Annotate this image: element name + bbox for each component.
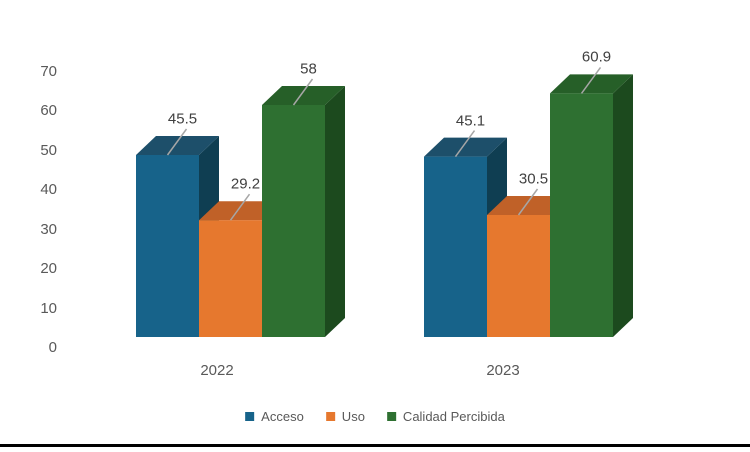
bar-acceso-2023-top-face[interactable] (424, 137, 507, 157)
data-label-acceso-2023: 45.1 (455, 112, 486, 130)
legend-swatch-icon (386, 412, 396, 421)
bar-acceso-2022-front-face[interactable] (136, 155, 199, 337)
legend-swatch-icon (325, 412, 335, 421)
bar-calidad-percibida-2023-front-face[interactable] (550, 93, 613, 338)
y-axis-tick-label: 20 (40, 260, 57, 278)
x-axis-category-label: 2023 (486, 362, 520, 379)
leader-line (454, 130, 476, 158)
legend-label: Calidad Percibida (402, 409, 505, 424)
data-label-uso-2022: 29.2 (230, 175, 261, 193)
data-label-acceso-2022: 45.5 (167, 110, 198, 128)
legend-label: Uso (341, 409, 365, 424)
bar-calidad-percibida-2022-side-face[interactable] (325, 86, 345, 337)
y-axis-tick-label: 60 (40, 102, 57, 120)
bar-calidad-percibida-2023-top-face[interactable] (550, 74, 633, 94)
legend: Acceso Uso Calidad Percibida (245, 409, 505, 424)
bar-calidad-percibida-2022-top-face[interactable] (262, 86, 345, 105)
bar-uso-2022-front-face[interactable] (199, 220, 262, 337)
legend-swatch-icon (245, 412, 255, 421)
leader-line (580, 66, 602, 94)
bar-acceso-2023-front-face[interactable] (424, 156, 487, 337)
y-axis-tick-label: 0 (48, 339, 57, 356)
leader-line (229, 193, 251, 221)
bar-calidad-percibida-2023[interactable] (550, 74, 633, 338)
leader-line (166, 128, 188, 156)
data-label-uso-2023: 30.5 (518, 170, 549, 188)
y-axis-tick-label: 50 (40, 141, 57, 159)
y-axis-tick-label: 10 (40, 299, 57, 317)
leader-line (517, 188, 539, 216)
bar-calidad-percibida-2022-front-face[interactable] (262, 105, 325, 337)
data-label-calidad-percibida-2023: 60.9 (581, 48, 612, 66)
data-label-calidad-percibida-2022: 58 (300, 60, 317, 78)
leader-line (292, 78, 314, 106)
legend-item-calidad-percibida[interactable]: Calidad Percibida (386, 409, 505, 424)
y-axis-tick-label: 30 (40, 220, 57, 238)
legend-item-uso[interactable]: Uso (325, 409, 365, 424)
bar-acceso-2022-top-face[interactable] (136, 136, 219, 155)
bar-calidad-percibida-2023-side-face[interactable] (613, 74, 633, 338)
x-axis-category-label: 2022 (200, 362, 234, 379)
legend-label: Acceso (261, 409, 304, 424)
bar-uso-2022-top-face[interactable] (199, 201, 282, 221)
bar-uso-2023-front-face[interactable] (487, 215, 550, 337)
y-axis-tick-label: 40 (40, 181, 57, 199)
legend-item-acceso[interactable]: Acceso (245, 409, 304, 424)
bar-uso-2023-top-face[interactable] (487, 196, 570, 215)
bar-calidad-percibida-2022[interactable] (262, 86, 345, 337)
bottom-border-line (0, 444, 750, 447)
y-axis-tick-label: 70 (40, 62, 57, 80)
